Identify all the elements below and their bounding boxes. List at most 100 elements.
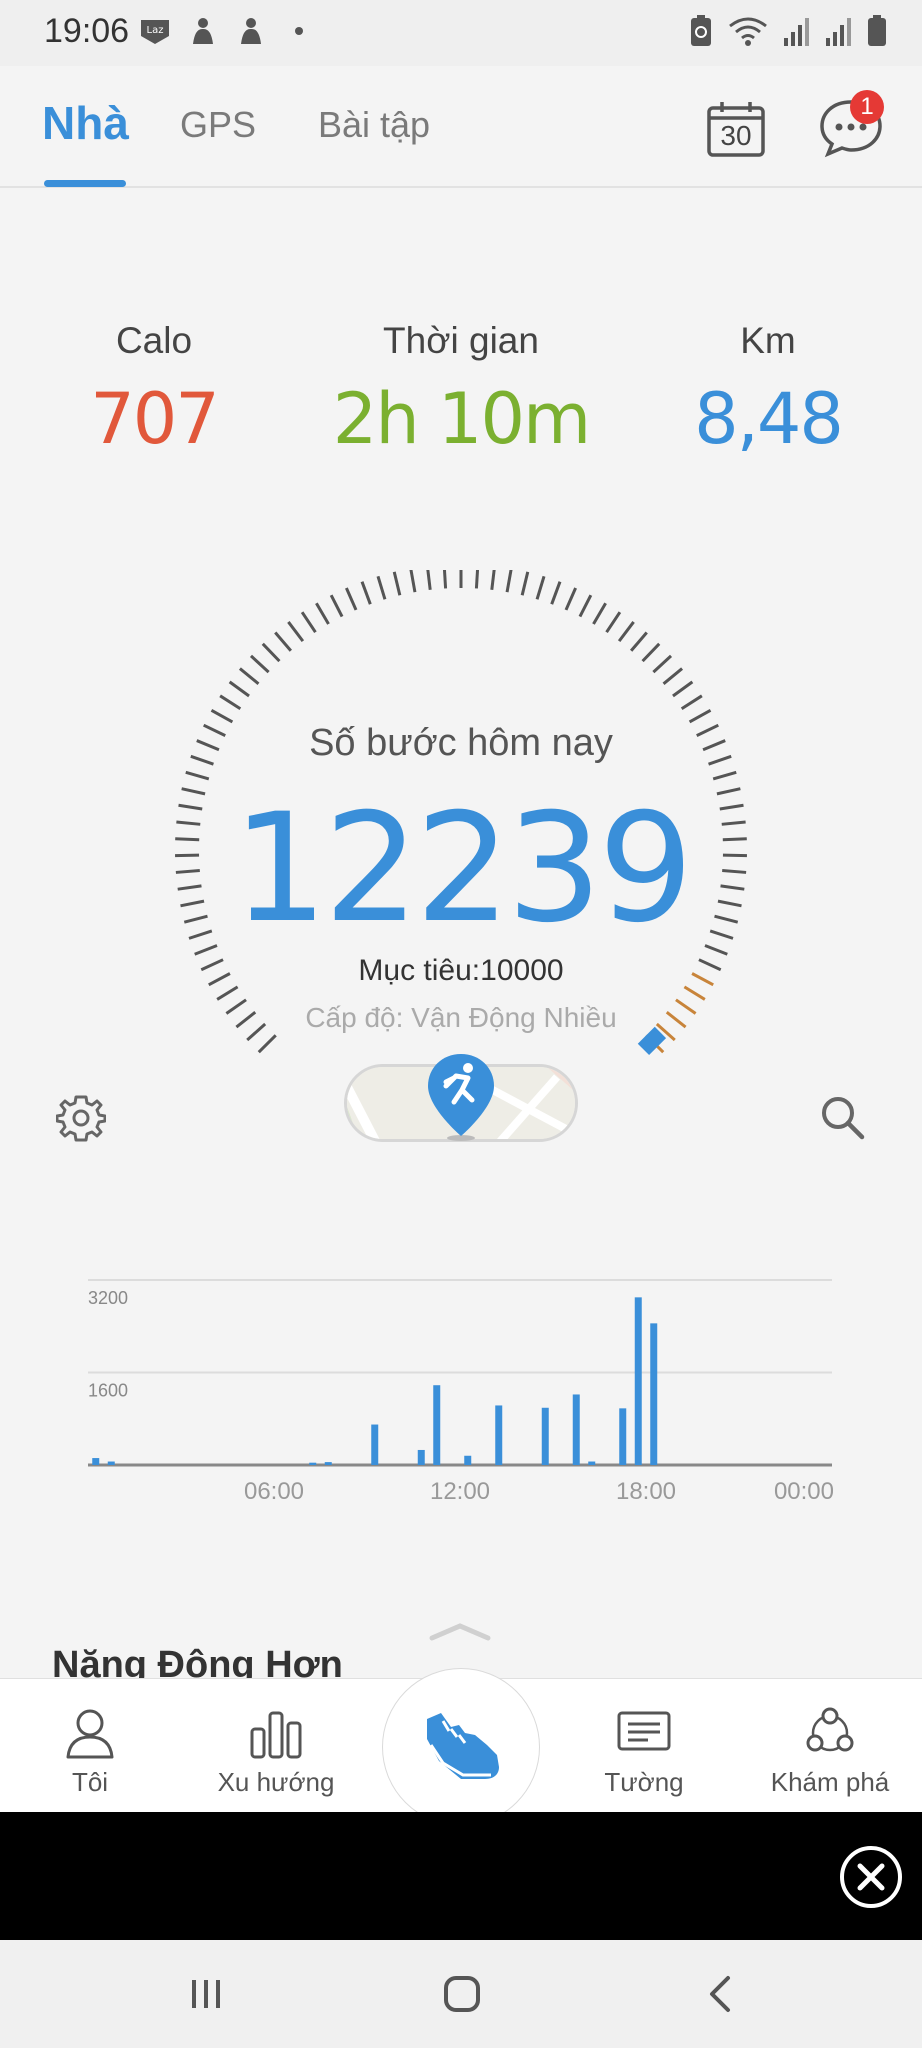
tab-gps[interactable]: GPS: [180, 104, 257, 145]
gauge-tick: [257, 1034, 277, 1054]
gauge-tick: [392, 571, 402, 596]
gauge-tick: [696, 723, 719, 738]
gauge-tick: [691, 972, 714, 987]
runner-pin-icon: [428, 1054, 494, 1141]
battery-saver-icon: [688, 14, 714, 53]
gauge-tick: [235, 1011, 257, 1029]
gauge-tick: [200, 958, 224, 972]
battery-icon: [866, 14, 888, 53]
tab-home[interactable]: Nhà: [42, 97, 129, 149]
stat-time: Thời gian 2h 10m: [331, 320, 591, 460]
gauge-progress-marker: [637, 1026, 667, 1056]
steps-goal: Mục tiêu:10000: [358, 954, 564, 987]
chart-bar: [588, 1461, 596, 1465]
gauge-tick: [442, 570, 448, 589]
stat-distance-label: Km: [740, 320, 796, 361]
gauge-tick: [655, 1022, 676, 1042]
gauge-tick: [605, 611, 622, 633]
recent-apps-icon[interactable]: [188, 1976, 224, 2012]
back-icon[interactable]: [704, 1974, 736, 2014]
dot-icon: [282, 14, 316, 48]
gauge-tick: [716, 787, 741, 796]
chart-bar: [634, 1297, 642, 1465]
gauge-tick: [722, 837, 747, 842]
network-icon: [806, 1707, 854, 1752]
gauge-tick: [426, 570, 432, 590]
search-icon: [822, 1097, 865, 1140]
gauge-tick: [672, 680, 694, 698]
gauge-tick: [662, 667, 684, 685]
gauge-tick: [641, 642, 661, 663]
nav-item-steps-home[interactable]: [382, 1668, 540, 1826]
gauge-tick: [652, 654, 673, 674]
chart-bar: [650, 1323, 658, 1465]
nav-item-me[interactable]: Tôi: [10, 1679, 170, 1813]
gauge-tick: [505, 570, 513, 593]
gauge-tick: [535, 575, 546, 600]
person-icon: [186, 14, 220, 48]
active-tab-indicator: [44, 180, 126, 187]
gauge-tick: [630, 631, 648, 652]
nav-item-trends[interactable]: Xu hướng: [196, 1679, 356, 1813]
messages-button[interactable]: [816, 90, 886, 160]
notification-badge: 1: [850, 90, 884, 124]
nav-item-explore-label: Khám phá: [770, 1767, 890, 1797]
gauge-tick: [592, 602, 607, 625]
calendar-day: 30: [720, 120, 752, 151]
system-nav-bar: [0, 1940, 922, 2048]
gauge-tick: [617, 621, 635, 643]
gauge-tick: [719, 803, 744, 811]
stat-distance: Km 8,48: [638, 320, 898, 460]
calendar-icon: [707, 102, 765, 157]
chart-bar: [417, 1449, 425, 1465]
gauge-tick: [315, 602, 330, 625]
ad-close-button[interactable]: [840, 1846, 902, 1908]
signal-icon: [824, 14, 852, 53]
gauge-tick: [287, 621, 305, 643]
ad-banner[interactable]: [0, 1812, 922, 1940]
steps-gauge: [175, 570, 747, 1056]
chart-bar: [464, 1455, 472, 1465]
gauge-title: Số bước hôm nay: [309, 722, 613, 764]
status-bar: 19:06 Laz: [0, 0, 922, 66]
stat-calories-value: 707: [90, 378, 220, 460]
chart-bar: [324, 1462, 332, 1465]
stat-time-value: 2h 10m: [332, 378, 591, 460]
gauge-tick: [261, 642, 281, 663]
gauge-tick: [564, 587, 577, 611]
chart-bar: [433, 1385, 441, 1465]
chevron-up-icon[interactable]: [428, 1620, 492, 1642]
search-button[interactable]: [818, 1093, 868, 1143]
wifi-icon: [728, 14, 768, 53]
nav-item-explore[interactable]: Khám phá: [750, 1679, 910, 1813]
gear-icon: [55, 1095, 107, 1142]
gauge-tick: [238, 667, 260, 685]
calendar-button[interactable]: 30: [706, 100, 766, 158]
settings-button[interactable]: [55, 1093, 107, 1143]
hourly-steps-chart: 3200 1600 06:00 12:00 18:00 00:00: [88, 1279, 834, 1505]
chart-bar: [572, 1394, 580, 1465]
status-time: 19:06: [44, 12, 130, 50]
signal-icon: [782, 14, 810, 53]
activity-level: Cấp độ: Vận Động Nhiều: [305, 1002, 617, 1033]
gauge-tick: [203, 723, 226, 738]
steps-count: 12239: [232, 782, 693, 956]
gauge-tick: [329, 594, 344, 618]
svg-text:Laz: Laz: [147, 25, 164, 36]
gauge-tick: [714, 914, 739, 924]
gauge-tick: [680, 694, 703, 711]
gauge-tick: [216, 985, 239, 1001]
gauge-tick: [360, 581, 372, 605]
gauge-tick: [704, 944, 728, 956]
tab-workout[interactable]: Bài tập: [318, 104, 431, 145]
gauge-tick: [709, 929, 734, 940]
nav-item-wall[interactable]: Tường: [564, 1679, 724, 1813]
x-tick-label: 18:00: [616, 1478, 676, 1505]
chart-bar: [619, 1408, 627, 1465]
gauge-tick: [550, 581, 562, 605]
gauge-tick: [712, 770, 737, 781]
gauge-tick: [665, 1011, 687, 1029]
gauge-tick: [720, 884, 745, 891]
home-icon[interactable]: [442, 1974, 482, 2014]
gauge-tick: [578, 594, 593, 618]
